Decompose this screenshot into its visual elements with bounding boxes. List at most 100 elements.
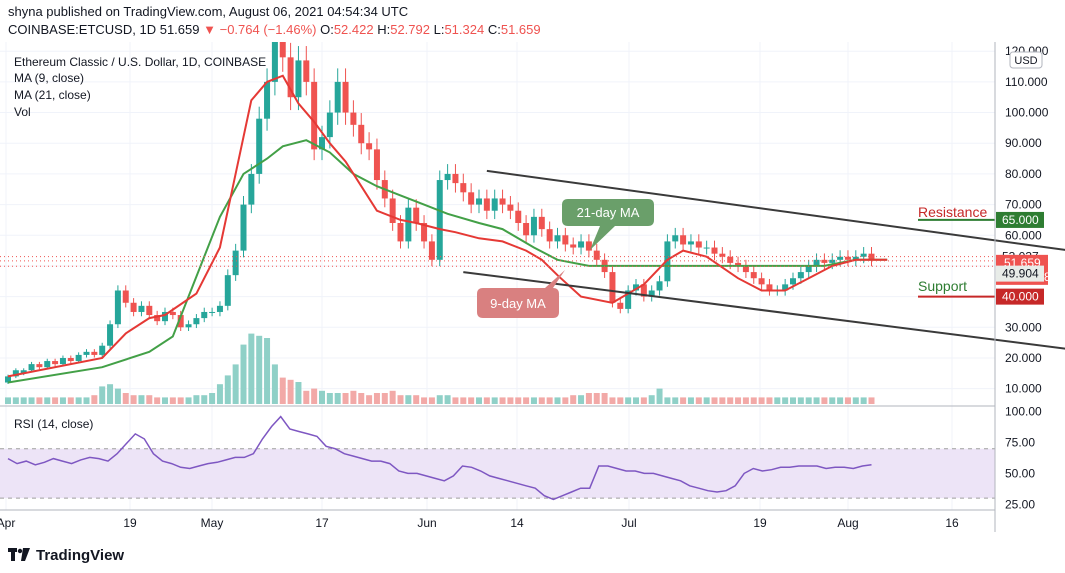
candle-body bbox=[264, 81, 271, 119]
volume-bar bbox=[578, 395, 585, 404]
candle-body bbox=[460, 183, 467, 193]
volume-bar bbox=[750, 397, 757, 404]
volume-bar bbox=[813, 397, 820, 404]
volume-bar bbox=[130, 395, 137, 404]
candle-body bbox=[562, 235, 569, 245]
volume-bar bbox=[562, 397, 569, 404]
price-tick-label: 80.000 bbox=[1005, 167, 1042, 181]
volume-bar bbox=[44, 397, 51, 404]
high-label: H: bbox=[377, 22, 391, 37]
candle-body bbox=[193, 318, 200, 325]
candle-body bbox=[711, 247, 718, 254]
candle-body bbox=[397, 223, 404, 242]
candle-body bbox=[52, 361, 59, 365]
candle-body bbox=[554, 235, 561, 242]
candle-body bbox=[358, 124, 365, 144]
candle-body bbox=[530, 216, 537, 236]
volume-bar bbox=[264, 338, 271, 404]
volume-bar bbox=[162, 397, 168, 404]
volume-bar bbox=[476, 397, 482, 404]
candle-body bbox=[609, 272, 616, 303]
volume-bar bbox=[727, 397, 734, 404]
volume-bar bbox=[428, 397, 435, 404]
volume-bar bbox=[413, 395, 420, 404]
ma9-callout bbox=[477, 270, 565, 318]
price-chart[interactable]: Ethereum Classic / U.S. Dollar, 1D, COIN… bbox=[0, 26, 1065, 542]
symbol: COINBASE:ETCUSD, 1D bbox=[8, 22, 157, 37]
volume-bar bbox=[256, 335, 263, 404]
chart-area[interactable]: Ethereum Classic / U.S. Dollar, 1D, COIN… bbox=[0, 26, 1065, 542]
volume-bar bbox=[107, 384, 114, 404]
ma9-callout-label: 9-day MA bbox=[490, 296, 546, 311]
candle-body bbox=[185, 324, 192, 328]
candle-body bbox=[169, 311, 176, 316]
close-label: C: bbox=[487, 22, 501, 37]
volume-bar bbox=[460, 397, 467, 404]
volume-bar bbox=[146, 395, 153, 404]
volume-bars bbox=[5, 333, 875, 404]
candle-body bbox=[538, 216, 545, 230]
candle-body bbox=[342, 81, 349, 113]
volume-bar bbox=[617, 397, 624, 404]
ma9-price-tag-bg bbox=[996, 265, 1044, 282]
candle-body bbox=[138, 305, 145, 312]
time-axis: Apr 19 May 17 Jun 14 Jul 19 Aug 16 bbox=[0, 516, 959, 530]
candle-body bbox=[5, 376, 11, 383]
candle-body bbox=[436, 180, 443, 260]
volume-bar bbox=[99, 386, 106, 404]
volume-bar bbox=[860, 397, 867, 404]
candle-body bbox=[421, 223, 428, 242]
volume-bar bbox=[852, 397, 859, 404]
candle-body bbox=[303, 60, 310, 82]
candle-body bbox=[483, 198, 490, 211]
candle-body bbox=[593, 250, 600, 260]
volume-bar bbox=[319, 390, 325, 404]
volume-bar bbox=[499, 397, 506, 404]
volume-bar bbox=[491, 397, 498, 404]
candle-body bbox=[860, 253, 867, 257]
volume-bar bbox=[452, 397, 459, 404]
last-price: 51.659 bbox=[159, 22, 200, 37]
volume-bar bbox=[224, 375, 231, 404]
ma9-line bbox=[7, 74, 888, 378]
candle-body bbox=[672, 235, 679, 242]
currency-button[interactable] bbox=[1009, 51, 1043, 69]
price-tick-label: 100.000 bbox=[1005, 106, 1049, 120]
level-lines bbox=[0, 218, 995, 298]
candle-body bbox=[523, 223, 530, 236]
rsi-band bbox=[0, 448, 995, 499]
volume-bar bbox=[67, 397, 74, 404]
candle-body bbox=[107, 324, 114, 346]
time-tick-label: 16 bbox=[945, 516, 959, 530]
support-price-tag-bg bbox=[996, 288, 1044, 305]
volume-bar bbox=[444, 395, 451, 404]
candle-body bbox=[648, 290, 655, 297]
brand-name: TradingView bbox=[36, 546, 125, 564]
volume-bar bbox=[138, 395, 145, 404]
time-tick-label: 19 bbox=[753, 516, 767, 530]
close-value: 51.659 bbox=[500, 22, 541, 37]
volume-bar bbox=[59, 397, 66, 404]
candle-body bbox=[695, 241, 702, 248]
candle-body bbox=[232, 250, 239, 276]
candle-body bbox=[248, 173, 255, 205]
low-value: 51.324 bbox=[444, 22, 485, 37]
volume-bar bbox=[311, 388, 318, 404]
candle-body bbox=[224, 275, 231, 306]
volume-bar bbox=[232, 364, 239, 404]
volume-bar bbox=[554, 397, 561, 404]
candle-body bbox=[122, 290, 129, 303]
candle-body bbox=[12, 370, 19, 377]
volume-bar bbox=[342, 393, 349, 404]
volume-bar bbox=[421, 397, 428, 404]
volume-bar bbox=[625, 397, 632, 404]
time-tick-label: Jun bbox=[417, 516, 436, 530]
rsi-line bbox=[7, 415, 872, 501]
volume-bar bbox=[703, 397, 710, 404]
volume-bar bbox=[5, 397, 11, 404]
volume-bar bbox=[782, 397, 789, 404]
rsi-tick-label: 50.00 bbox=[1005, 466, 1035, 480]
candle-body bbox=[334, 81, 341, 113]
ma21-line bbox=[7, 139, 888, 384]
